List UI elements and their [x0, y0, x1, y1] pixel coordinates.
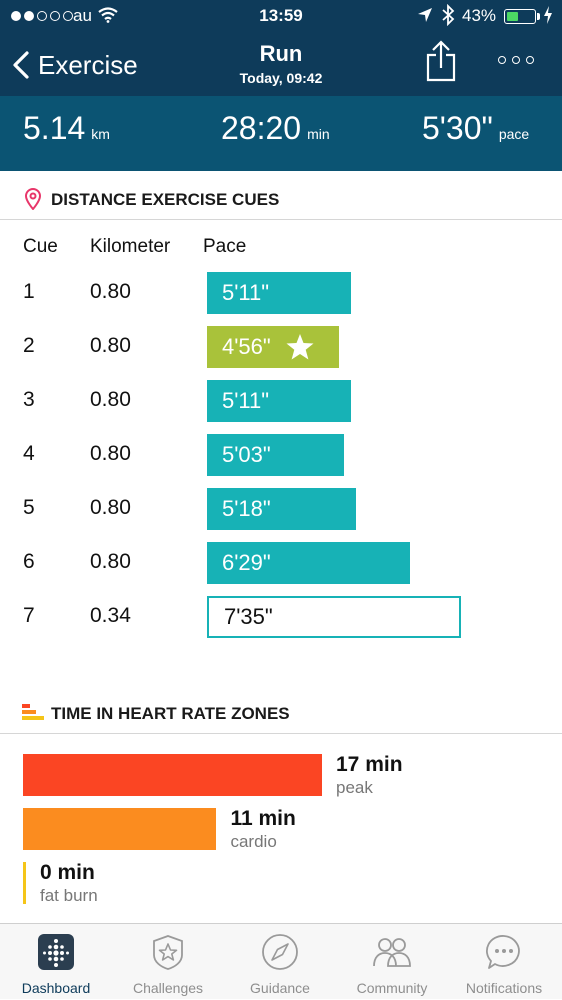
zones-section-title: TIME IN HEART RATE ZONES — [51, 704, 290, 723]
back-button[interactable]: Exercise — [11, 45, 161, 85]
cue-number: 3 — [23, 388, 35, 411]
tab-label: Dashboard — [21, 980, 91, 996]
zone-bar — [23, 862, 26, 904]
heart-rate-zones-icon — [22, 704, 44, 720]
zone-name: fat burn — [40, 886, 98, 905]
zone-name: cardio — [230, 832, 277, 851]
pace-value: 4'56" — [222, 334, 271, 359]
pace-column-header: Pace — [203, 236, 247, 257]
tab-label: Guidance — [250, 980, 310, 996]
carrier-label: au — [73, 6, 92, 25]
cue-kilometer: 0.34 — [90, 604, 131, 627]
notifications-chat-icon — [486, 935, 520, 969]
guidance-compass-icon — [262, 934, 298, 970]
tab-community[interactable]: Community — [336, 924, 448, 1000]
distance-unit: km — [91, 126, 110, 142]
status-bar: au 13:59 43% — [0, 0, 562, 32]
pace-value: 5'30" — [422, 110, 493, 146]
summary-bar: 5.14 km 28:20 min 5'30" pace — [0, 96, 562, 171]
pace-value: 6'29" — [222, 550, 271, 575]
cue-kilometer: 0.80 — [90, 550, 131, 573]
distance-stat: 5.14 km — [23, 110, 110, 147]
pace-bar: 5'03" — [207, 434, 345, 476]
best-pace-star-icon — [286, 334, 314, 360]
cues-section-header: DISTANCE EXERCISE CUES — [0, 177, 562, 220]
duration-stat: 28:20 min — [221, 110, 330, 147]
cue-kilometer: 0.80 — [90, 280, 131, 303]
community-people-icon — [373, 938, 411, 967]
pace-bar: 7'35" — [207, 596, 461, 638]
pace-bar: 5'18" — [207, 488, 356, 530]
zone-name: peak — [336, 778, 373, 797]
tab-guidance[interactable]: Guidance — [224, 924, 336, 1000]
cues-section-title: DISTANCE EXERCISE CUES — [51, 190, 280, 209]
chevron-left-icon — [13, 51, 29, 79]
charging-bolt-icon — [544, 6, 552, 24]
pace-value: 5'03" — [222, 442, 271, 467]
pace-unit: pace — [498, 126, 530, 142]
cue-number: 5 — [23, 496, 35, 519]
page-subtitle: Today, 09:42 — [239, 70, 323, 86]
distance-value: 5.14 — [23, 110, 86, 146]
zone-minutes: 11 min — [230, 807, 296, 830]
cue-number: 4 — [23, 442, 35, 465]
cue-kilometer: 0.80 — [90, 496, 131, 519]
duration-value: 28:20 — [221, 110, 302, 146]
page-title: Run — [259, 41, 303, 66]
zone-minutes: 0 min — [40, 861, 95, 884]
battery-icon — [504, 9, 536, 24]
pace-bar: 4'56" — [207, 326, 339, 368]
header: au 13:59 43% Exercise Run Today, 09:42 — [0, 0, 562, 96]
pace-bar: 5'11" — [207, 380, 351, 422]
tab-label: Community — [356, 980, 428, 996]
cue-number: 1 — [23, 280, 35, 303]
cue-kilometer: 0.80 — [90, 334, 131, 357]
dashboard-icon — [38, 934, 74, 970]
pace-value: 5'18" — [222, 496, 271, 521]
cue-column-header: Cue — [23, 236, 58, 257]
pace-value: 5'11" — [222, 388, 270, 413]
tab-label: Challenges — [132, 980, 204, 996]
cue-number: 6 — [23, 550, 35, 573]
signal-strength-icon — [11, 11, 73, 21]
back-label: Exercise — [38, 49, 138, 80]
tab-notifications[interactable]: Notifications — [448, 924, 560, 1000]
bluetooth-icon — [442, 4, 455, 26]
kilometer-column-header: Kilometer — [90, 236, 171, 257]
battery-tip — [537, 13, 540, 20]
zone-bar — [23, 808, 217, 850]
cue-number: 7 — [23, 604, 35, 627]
clock: 13:59 — [259, 6, 303, 25]
battery-percentage: 43% — [462, 6, 497, 25]
tab-bar: Dashboard Challenges Guidance Community … — [0, 923, 562, 999]
zone-bar — [23, 754, 322, 796]
pace-stat: 5'30" pace — [422, 110, 529, 147]
more-options-icon[interactable] — [498, 56, 534, 64]
pace-bar: 5'11" — [207, 272, 351, 314]
share-icon[interactable] — [425, 40, 457, 82]
challenges-star-icon — [153, 935, 183, 970]
tab-challenges[interactable]: Challenges — [112, 924, 224, 1000]
pace-value: 5'11" — [222, 280, 270, 305]
wifi-icon — [98, 7, 118, 23]
pace-value: 7'35" — [224, 604, 273, 629]
pace-bar: 6'29" — [207, 542, 411, 584]
cue-kilometer: 0.80 — [90, 388, 131, 411]
location-pin-icon — [24, 188, 42, 210]
location-arrow-icon — [418, 8, 432, 22]
zones-section-header: TIME IN HEART RATE ZONES — [0, 691, 562, 734]
cue-number: 2 — [23, 334, 35, 357]
tab-dashboard[interactable]: Dashboard — [0, 924, 112, 1000]
zone-minutes: 17 min — [336, 753, 403, 776]
duration-unit: min — [307, 126, 330, 142]
tab-label: Notifications — [465, 980, 543, 996]
cue-kilometer: 0.80 — [90, 442, 131, 465]
